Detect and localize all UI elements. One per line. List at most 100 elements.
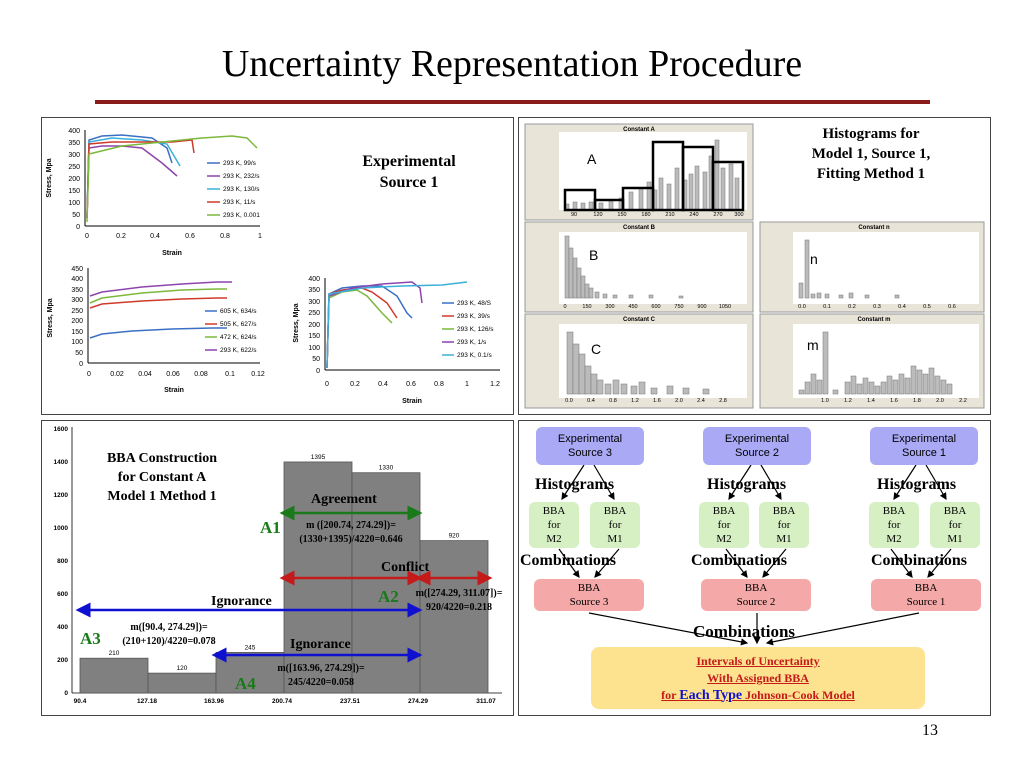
svg-text:350: 350 [71,287,83,294]
svg-text:200: 200 [308,322,320,329]
bba-bar [79,657,149,694]
svg-text:C: C [591,341,601,357]
a3-formula: m([90.4, 274.29])= (210+120)/4220=0.078 [122,622,216,647]
svg-text:127.18: 127.18 [137,698,157,705]
bba-bar-label: 1330 [379,465,394,472]
svg-text:2.8: 2.8 [719,398,727,404]
svg-text:0.6: 0.6 [185,233,195,240]
experimental-source-label: Experimental Source 1 [362,153,456,191]
svg-text:450: 450 [71,266,83,273]
svg-text:0.0: 0.0 [798,304,806,310]
svg-text:0.2: 0.2 [848,304,856,310]
a1-label: A1 [260,518,281,537]
histograms-label-source-2: Histograms [707,476,787,493]
svg-text:0.2: 0.2 [116,233,126,240]
svg-text:120: 120 [593,212,602,218]
chart1-legend: 293 K, 99/s 293 K, 232/s 293 K, 130/s 29… [207,160,260,219]
svg-text:Stress, Mpa: Stress, Mpa [293,303,300,342]
bba-bar-label: 920 [449,533,460,540]
chart-3: Stress, Mpa Strain 400 350 300 250 200 1… [293,276,500,405]
svg-text:90: 90 [571,212,577,218]
svg-text:1200: 1200 [54,492,69,499]
svg-text:300: 300 [605,304,614,310]
svg-text:0.04: 0.04 [138,371,152,378]
svg-text:50: 50 [72,212,80,219]
svg-text:90.4: 90.4 [74,698,87,705]
experimental-source-2-box: Experimental Source 2 [703,427,811,465]
svg-text:B: B [589,247,598,263]
svg-text:210: 210 [665,212,674,218]
svg-text:0: 0 [85,233,89,240]
svg-text:293 K, 39/s: 293 K, 39/s [457,313,491,320]
svg-text:250: 250 [308,310,320,317]
svg-text:0: 0 [325,381,329,388]
svg-text:300: 300 [734,212,743,218]
svg-text:1050: 1050 [719,304,731,310]
svg-text:1.8: 1.8 [913,398,921,404]
stress-strain-charts: Stress, Mpa Strain 400 350 300 250 200 1… [46,128,500,405]
svg-text:1.2: 1.2 [631,398,639,404]
svg-text:0: 0 [87,371,91,378]
svg-text:311.07: 311.07 [476,698,496,705]
svg-text:0: 0 [316,368,320,375]
svg-text:472 K, 624/s: 472 K, 624/s [220,334,257,341]
svg-text:250: 250 [71,308,83,315]
svg-text:Stress, Mpa: Stress, Mpa [47,298,54,337]
svg-text:150: 150 [617,212,626,218]
svg-text:200: 200 [71,318,83,325]
chart-1: Stress, Mpa Strain 400 350 300 250 200 1… [46,128,262,257]
svg-text:Constant C: Constant C [623,317,656,323]
svg-text:505 K, 627/s: 505 K, 627/s [220,321,257,328]
svg-text:293 K, 99/s: 293 K, 99/s [223,160,257,167]
svg-text:2.2: 2.2 [959,398,967,404]
result-box: Intervals of Uncertainty With Assigned B… [591,647,925,709]
bba-m2-source-3: BBA for M2 [529,502,579,548]
svg-text:150: 150 [71,329,83,336]
bba-source-2-box: BBA Source 2 [701,579,811,611]
svg-text:0.6: 0.6 [948,304,956,310]
bba-m2-source-2: BBA for M2 [699,502,749,548]
a3-label: A3 [80,629,101,648]
svg-text:600: 600 [57,591,68,598]
svg-text:200.74: 200.74 [272,698,292,705]
svg-text:1.6: 1.6 [653,398,661,404]
panel-histograms: Constant A 90 120 [518,117,991,415]
svg-text:n: n [810,251,818,267]
svg-text:350: 350 [308,287,320,294]
svg-text:2.0: 2.0 [936,398,944,404]
svg-text:800: 800 [57,558,68,565]
svg-text:300: 300 [71,297,83,304]
experimental-source-3-box: Experimental Source 3 [536,427,644,465]
title-underline [95,100,930,104]
svg-text:1.0: 1.0 [821,398,829,404]
svg-text:0.8: 0.8 [434,381,444,388]
svg-text:Constant m: Constant m [858,317,891,323]
svg-text:150: 150 [68,188,80,195]
histograms-label: Histograms for Model 1, Source 1, Fittin… [811,126,931,182]
svg-text:0: 0 [64,690,68,697]
histogram-grid: Constant A 90 120 [524,123,985,409]
svg-text:0.3: 0.3 [873,304,881,310]
agreement-label: Agreement [311,492,377,507]
combinations-label-source-1: Combinations [871,552,968,569]
svg-text:200: 200 [57,657,68,664]
bba-m2-source-1: BBA for M2 [869,502,919,548]
chart1-xlabel: Strain [162,250,182,257]
svg-text:293 K, 0.1/s: 293 K, 0.1/s [457,352,492,359]
svg-text:0.0: 0.0 [565,398,573,404]
combinations-label-source-2: Combinations [691,552,788,569]
svg-text:0: 0 [563,304,566,310]
svg-text:0.5: 0.5 [923,304,931,310]
svg-text:1600: 1600 [54,426,69,433]
combinations-label-source-3: Combinations [520,552,617,569]
svg-text:605 K, 634/s: 605 K, 634/s [220,308,257,315]
panel-bba-construction: 1600 1400 1200 1000 800 600 400 200 0 21… [41,420,514,716]
bba-bar-label: 210 [109,650,120,657]
svg-text:2.4: 2.4 [697,398,705,404]
svg-text:293 K, 126/s: 293 K, 126/s [457,326,494,333]
svg-text:A: A [587,151,597,167]
slide-title: Uncertainty Representation Procedure [221,43,803,85]
svg-text:100: 100 [71,339,83,346]
panel-combination-flow: Experimental Source 3 Histograms BBA for M2… [518,420,991,716]
each-type-emphasis: Each Type [679,687,743,703]
